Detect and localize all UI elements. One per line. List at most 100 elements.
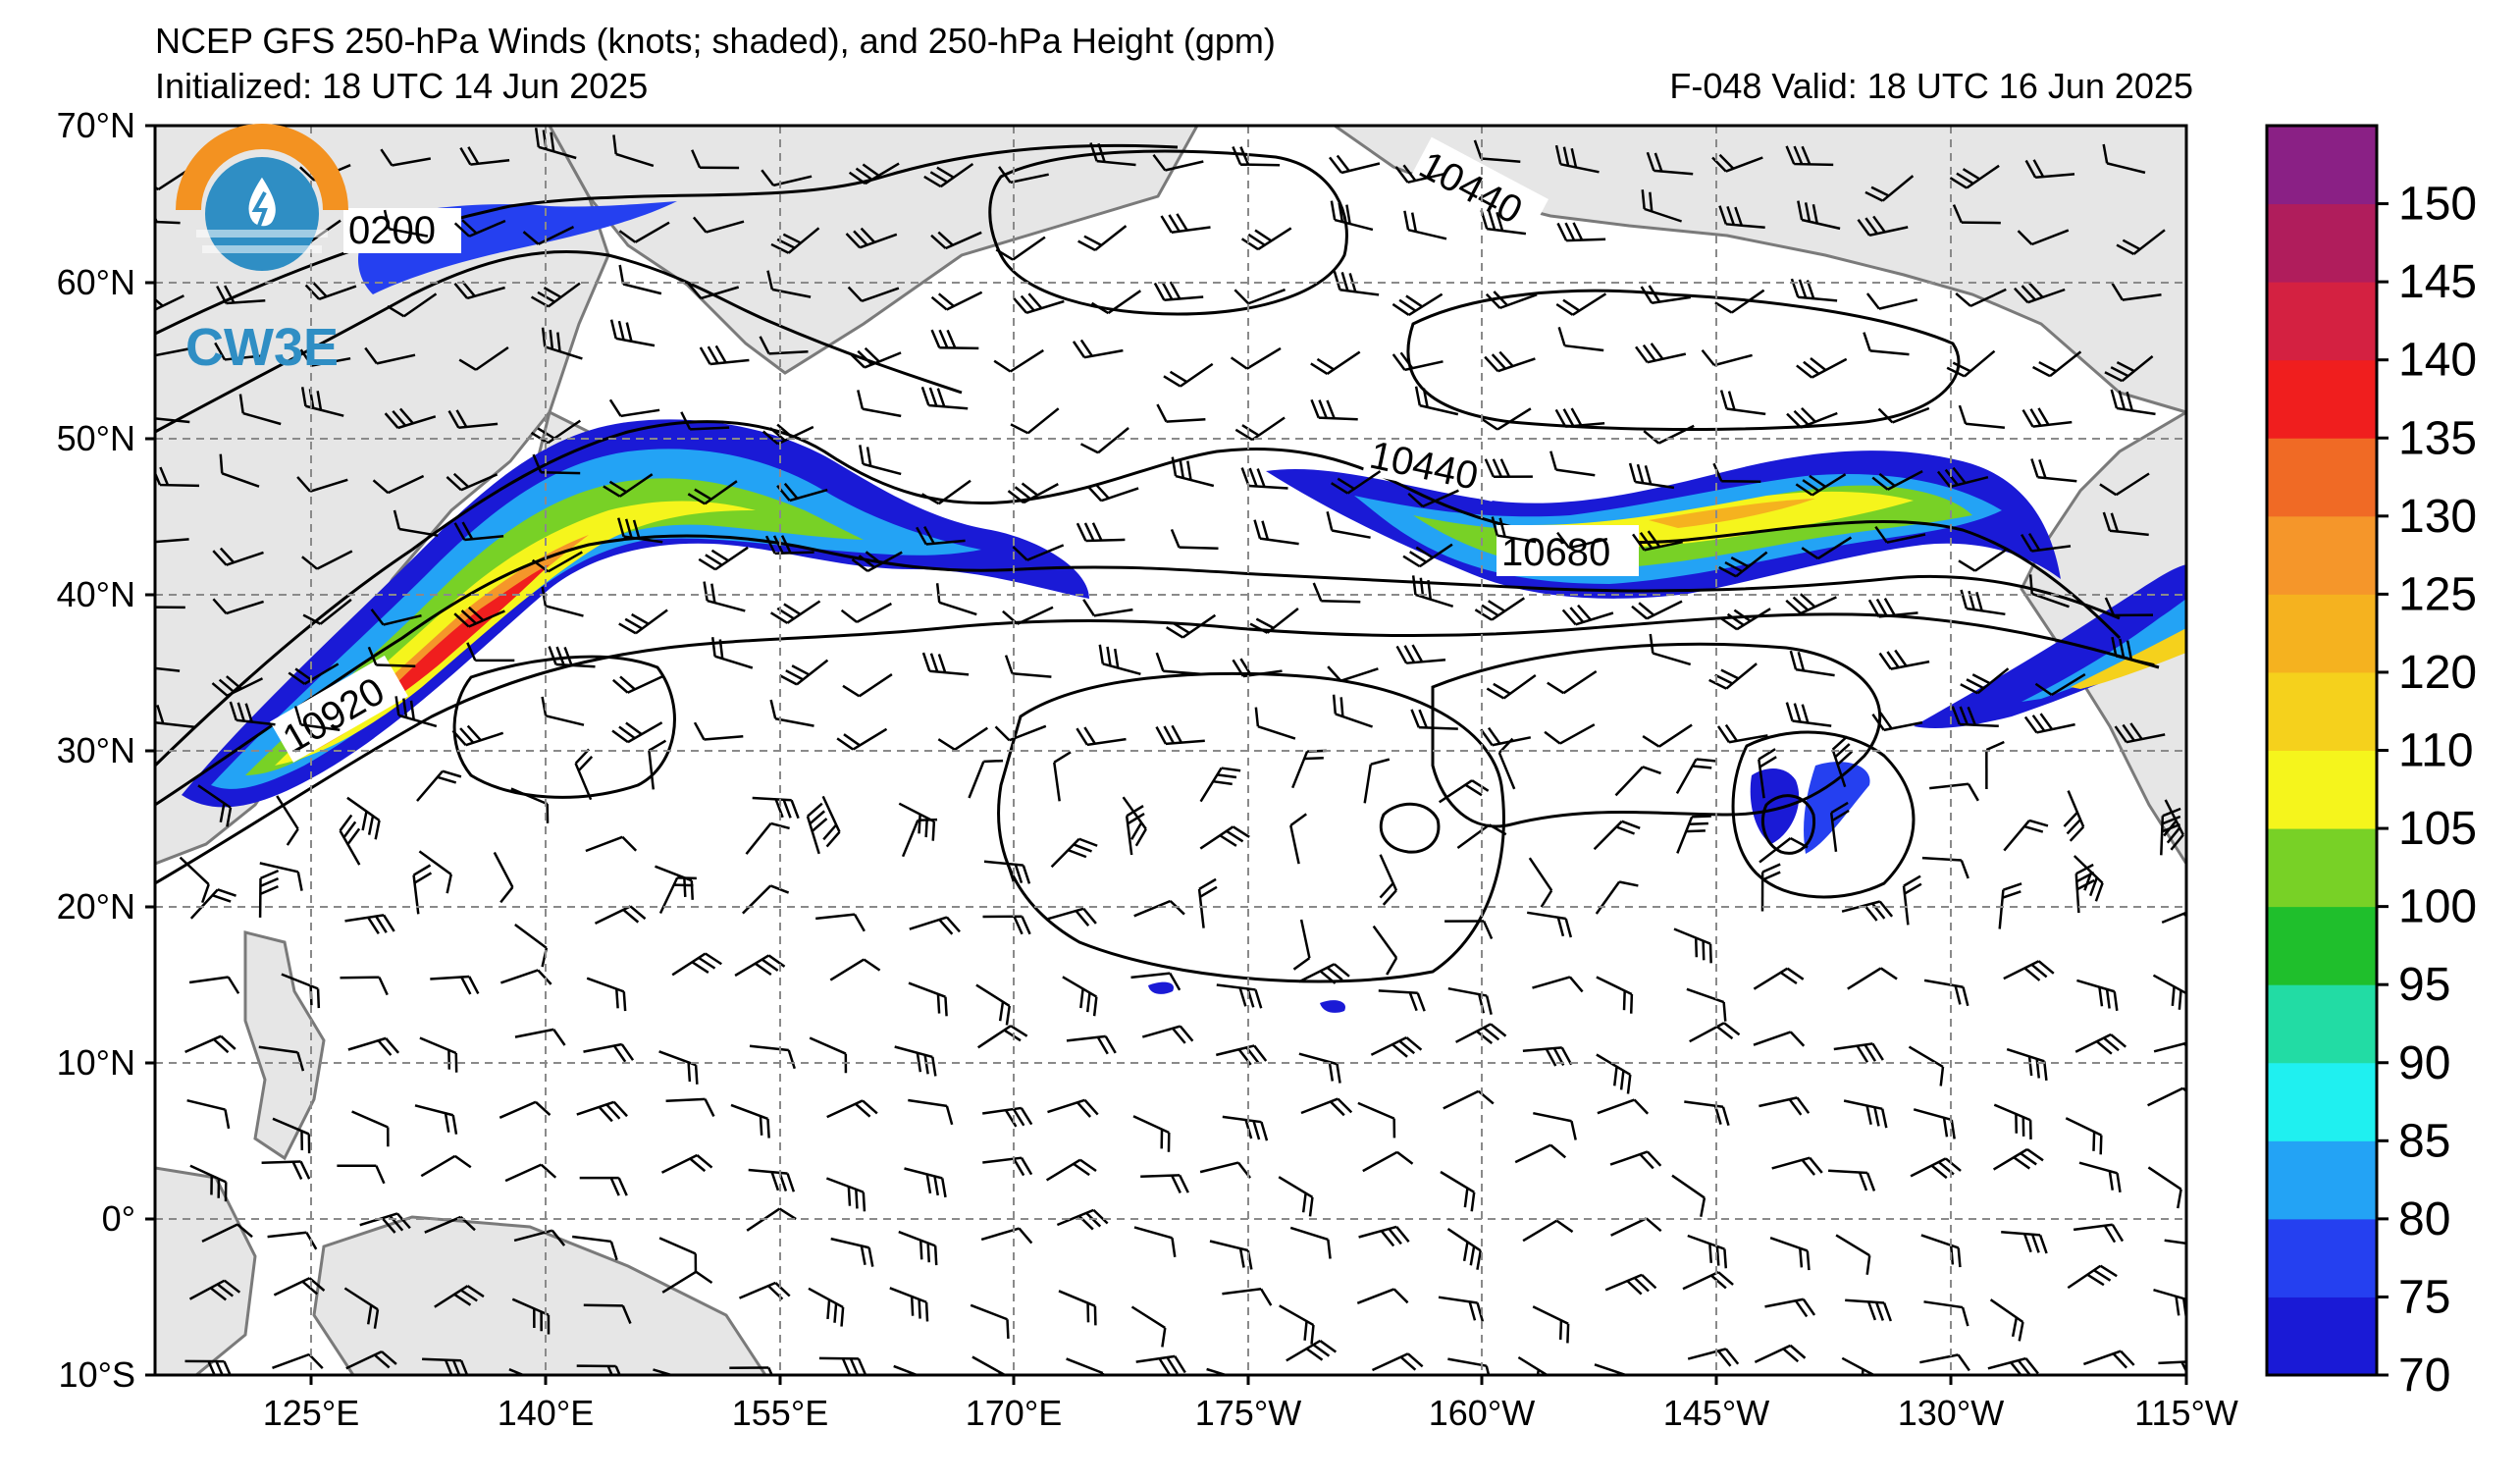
wind-barb xyxy=(1098,644,1141,676)
wind-barb xyxy=(1298,1052,1341,1084)
wind-barb xyxy=(920,386,969,410)
wind-barb xyxy=(1456,823,1507,850)
wind-barb xyxy=(2160,807,2181,856)
wind-barb xyxy=(1769,1237,1811,1271)
wind-barb xyxy=(393,509,439,537)
wind-barb xyxy=(2078,1161,2122,1192)
wind-barb xyxy=(1610,1217,1662,1237)
colorbar-swatch xyxy=(2267,438,2377,517)
wind-barb xyxy=(2102,511,2149,537)
colorbar-swatch xyxy=(2267,1218,2377,1298)
wind-barb xyxy=(1379,854,1398,906)
wind-barb xyxy=(920,479,971,505)
wind-barb xyxy=(2067,1264,2118,1290)
wind-barb xyxy=(1874,525,1926,544)
wind-barb xyxy=(586,977,627,1012)
wind-barb xyxy=(1447,1357,1493,1375)
wind-barb xyxy=(603,473,654,498)
wind-barb xyxy=(1958,404,2006,429)
wind-barb xyxy=(806,802,828,855)
wind-barb xyxy=(2014,282,2066,304)
wind-barb xyxy=(982,1156,1033,1177)
wind-barb xyxy=(935,583,977,616)
lon-label: 160°W xyxy=(1429,1393,1535,1433)
wind-barb xyxy=(658,1237,698,1274)
wind-barb xyxy=(1753,967,1805,990)
wind-barb xyxy=(1871,469,1923,491)
colorbar-label: 150 xyxy=(2398,179,2477,231)
wind-barb xyxy=(201,1223,253,1244)
wind-barb xyxy=(1152,154,1204,172)
wind-barb xyxy=(1234,416,1286,442)
wind-barb xyxy=(2111,636,2155,666)
wind-barb xyxy=(189,1164,228,1202)
wind-barb xyxy=(611,721,663,744)
wind-barb xyxy=(188,976,240,994)
wind-barb xyxy=(1871,712,1923,732)
wind-barb xyxy=(759,336,809,355)
wind-barb xyxy=(1089,142,1136,167)
wind-barb xyxy=(2017,229,2070,246)
wind-barb xyxy=(2110,389,2156,416)
wind-barb xyxy=(1687,1348,1740,1367)
wind-barb xyxy=(1877,406,1930,424)
wind-barb xyxy=(829,958,881,981)
wind-barb xyxy=(1597,1098,1650,1115)
lon-labels: 125°E 140°E 155°E 170°E 175°W 160°W 145°… xyxy=(263,1393,2238,1433)
wind-barb xyxy=(1845,1298,1893,1322)
wind-barb xyxy=(661,1270,713,1294)
wind-barb xyxy=(1414,386,1459,416)
wind-barb xyxy=(2030,458,2077,483)
wind-barb xyxy=(583,1303,632,1325)
wind-barb xyxy=(1595,880,1639,915)
wind-barb xyxy=(1370,1035,1423,1058)
wind-barb xyxy=(1058,1290,1097,1326)
wind-barb xyxy=(1160,213,1211,235)
wind-barb xyxy=(1682,1271,1734,1291)
wind-barb xyxy=(1170,528,1219,550)
wind-barb xyxy=(1480,209,1527,236)
wind-barb xyxy=(1676,815,1711,854)
wind-barb xyxy=(691,149,740,170)
wind-barb xyxy=(184,1359,234,1375)
wind-barb xyxy=(752,796,800,820)
init-time: Initialized: 18 UTC 14 Jun 2025 xyxy=(155,66,649,106)
colorbar-label: 110 xyxy=(2398,725,2474,777)
wind-barb xyxy=(1240,467,1288,490)
wind-barb xyxy=(184,1034,236,1054)
wind-barb xyxy=(1801,536,1853,560)
wind-barb xyxy=(1641,189,1682,223)
wind-barb xyxy=(1010,407,1060,435)
wind-barb xyxy=(1989,1298,2024,1342)
wind-barb xyxy=(1514,1143,1567,1164)
wind-barb xyxy=(821,795,841,848)
wind-barb xyxy=(384,407,437,430)
wind-barb xyxy=(1357,1101,1396,1139)
wind-barb xyxy=(2116,229,2166,255)
wind-barb xyxy=(259,862,303,891)
wind-barb xyxy=(364,346,416,365)
wind-barb xyxy=(372,474,425,495)
wind-barb xyxy=(1013,292,1065,314)
colorbar-swatch xyxy=(2267,126,2377,205)
wind-barb xyxy=(851,551,903,573)
wind-barb xyxy=(970,1303,1010,1340)
wind-barb xyxy=(155,346,191,357)
wind-barb xyxy=(1949,164,2000,189)
wind-barb xyxy=(1596,976,1634,1014)
wind-barb xyxy=(1166,613,1217,639)
lat-label: 50°N xyxy=(57,418,135,458)
wind-barb xyxy=(1378,989,1426,1012)
wind-barb xyxy=(458,345,509,371)
wind-barb xyxy=(1631,600,1683,620)
wind-barb xyxy=(1785,145,1834,167)
wind-barb xyxy=(1929,782,1979,802)
colorbar-label: 130 xyxy=(2398,491,2477,543)
wind-barb xyxy=(830,1237,874,1267)
wind-barb xyxy=(660,1153,713,1174)
wind-barb xyxy=(930,291,983,311)
wind-barb xyxy=(387,292,438,318)
colorbar: 70 75 80 85 90 95 100 105 110 120 125 130 135 140 145 1… xyxy=(2265,124,2477,1402)
wind-barb xyxy=(1230,346,1282,370)
colorbar-swatch xyxy=(2267,750,2377,829)
